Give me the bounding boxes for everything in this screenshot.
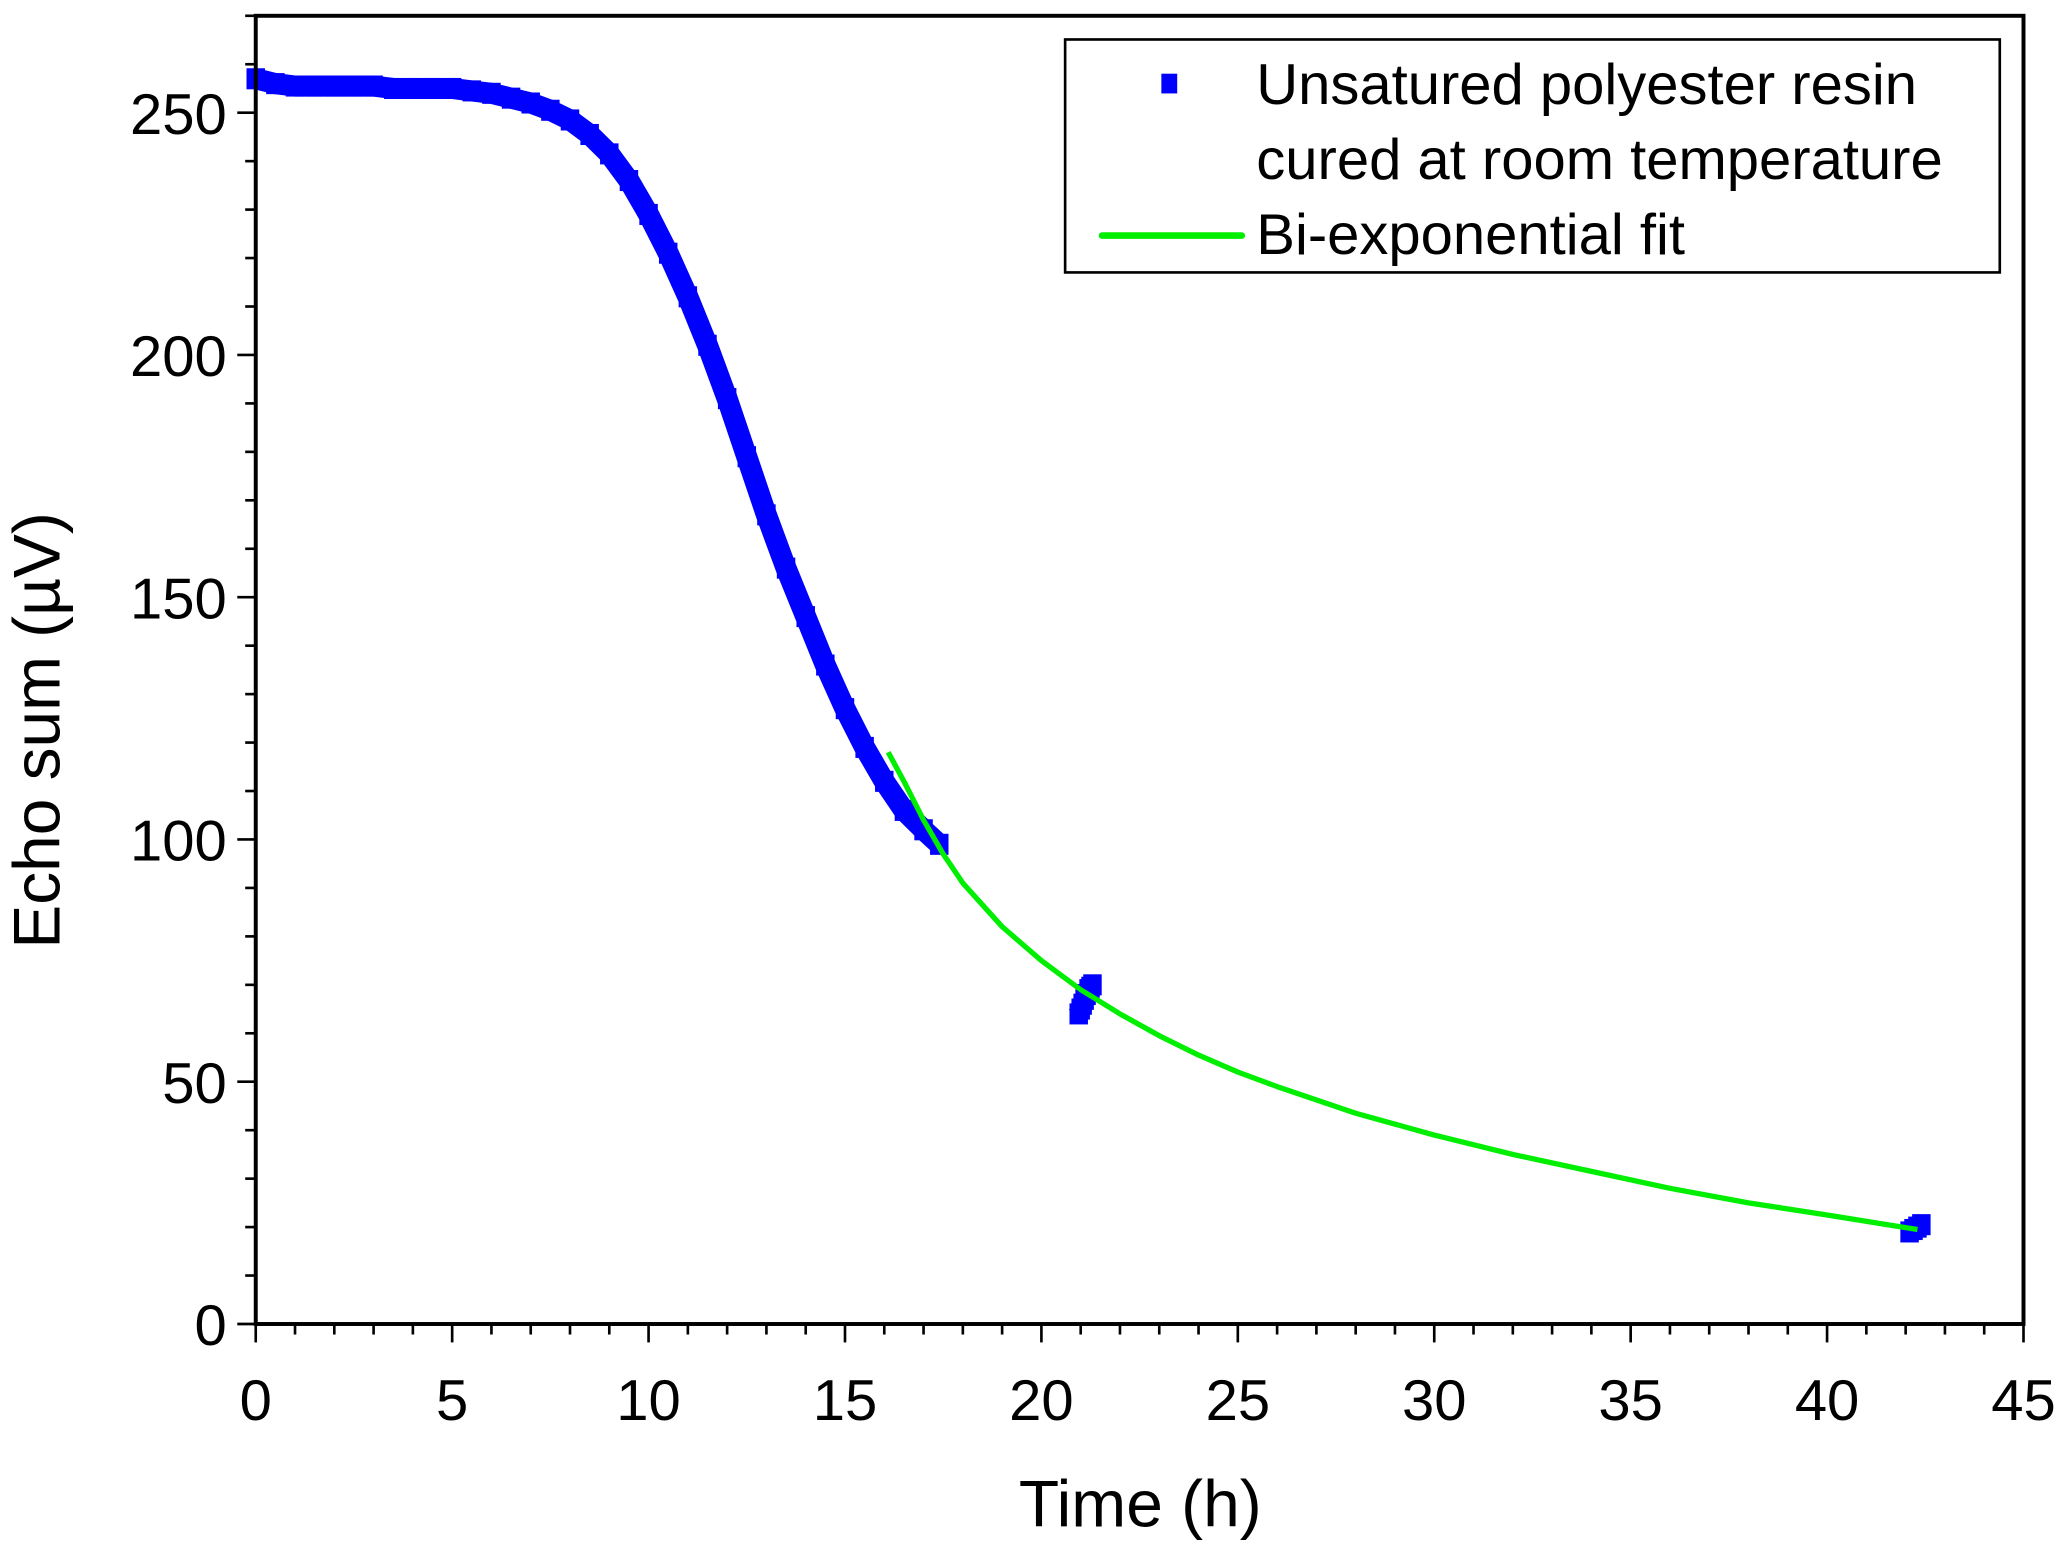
data-point bbox=[521, 92, 540, 114]
fit-series bbox=[885, 751, 1918, 1233]
data-point bbox=[344, 75, 364, 97]
data-point bbox=[403, 77, 423, 100]
x-tick-label: 30 bbox=[1402, 1369, 1467, 1433]
data-point bbox=[325, 75, 344, 97]
data-point bbox=[1083, 974, 1102, 996]
data-point bbox=[698, 334, 717, 356]
x-tick-label: 15 bbox=[813, 1369, 878, 1433]
data-point bbox=[580, 123, 599, 146]
data-point bbox=[423, 77, 442, 100]
y-tick-label: 100 bbox=[130, 810, 227, 874]
data-point bbox=[619, 170, 639, 192]
data-point bbox=[600, 143, 619, 165]
axis-ticks: 0 5 10 15 20 25 30 35 40 45 0 50 100 150 200 250 bbox=[130, 14, 2056, 1433]
data-point bbox=[678, 286, 698, 308]
scatter-series bbox=[246, 68, 1931, 1243]
x-tick-label: 45 bbox=[1991, 1369, 2056, 1433]
data-point bbox=[796, 606, 815, 628]
data-point bbox=[364, 75, 383, 97]
data-point bbox=[462, 80, 482, 102]
data-point bbox=[816, 654, 835, 676]
data-point bbox=[757, 504, 776, 526]
y-axis-title: Echo sum (µV) bbox=[0, 512, 73, 948]
data-point bbox=[1912, 1214, 1931, 1236]
y-tick-label: 250 bbox=[130, 83, 227, 147]
x-tick-label: 0 bbox=[240, 1369, 272, 1433]
data-point bbox=[384, 77, 403, 100]
data-point bbox=[305, 75, 324, 97]
data-point bbox=[266, 73, 285, 95]
data-point bbox=[560, 109, 580, 131]
legend-label-scatter-line2: cured at room temperature bbox=[1256, 128, 1942, 192]
legend-label-scatter-line1: Unsatured polyester resin bbox=[1256, 53, 1917, 117]
data-point bbox=[717, 388, 737, 410]
data-point bbox=[894, 799, 914, 821]
x-axis-title: Time (h) bbox=[1019, 1467, 1262, 1541]
data-point bbox=[501, 87, 521, 109]
x-tick-label: 40 bbox=[1795, 1369, 1860, 1433]
data-point bbox=[737, 446, 757, 468]
data-point bbox=[285, 75, 305, 97]
data-point bbox=[875, 770, 894, 792]
x-tick-label: 5 bbox=[436, 1369, 468, 1433]
y-tick-label: 0 bbox=[194, 1294, 226, 1358]
x-tick-label: 25 bbox=[1206, 1369, 1271, 1433]
plot-frame bbox=[253, 13, 2026, 1326]
legend-marker-scatter bbox=[1161, 73, 1178, 94]
y-tick-label: 200 bbox=[130, 325, 227, 389]
data-point bbox=[835, 698, 855, 720]
data-point bbox=[482, 82, 501, 104]
legend: Unsatured polyester resin cured at room … bbox=[1063, 38, 2002, 274]
data-point bbox=[442, 77, 462, 100]
data-point bbox=[541, 99, 560, 121]
x-tick-label: 10 bbox=[616, 1369, 681, 1433]
data-point bbox=[855, 736, 874, 758]
y-tick-label: 50 bbox=[162, 1052, 227, 1116]
x-tick-label: 35 bbox=[1598, 1369, 1663, 1433]
fit-line bbox=[885, 751, 1918, 1233]
scatter-band bbox=[253, 68, 947, 853]
x-tick-label: 20 bbox=[1009, 1369, 1074, 1433]
data-point bbox=[658, 242, 678, 264]
data-point bbox=[776, 557, 796, 579]
data-point bbox=[639, 203, 658, 225]
y-tick-label: 150 bbox=[130, 567, 227, 631]
legend-label-fit: Bi-exponential fit bbox=[1256, 203, 1685, 267]
